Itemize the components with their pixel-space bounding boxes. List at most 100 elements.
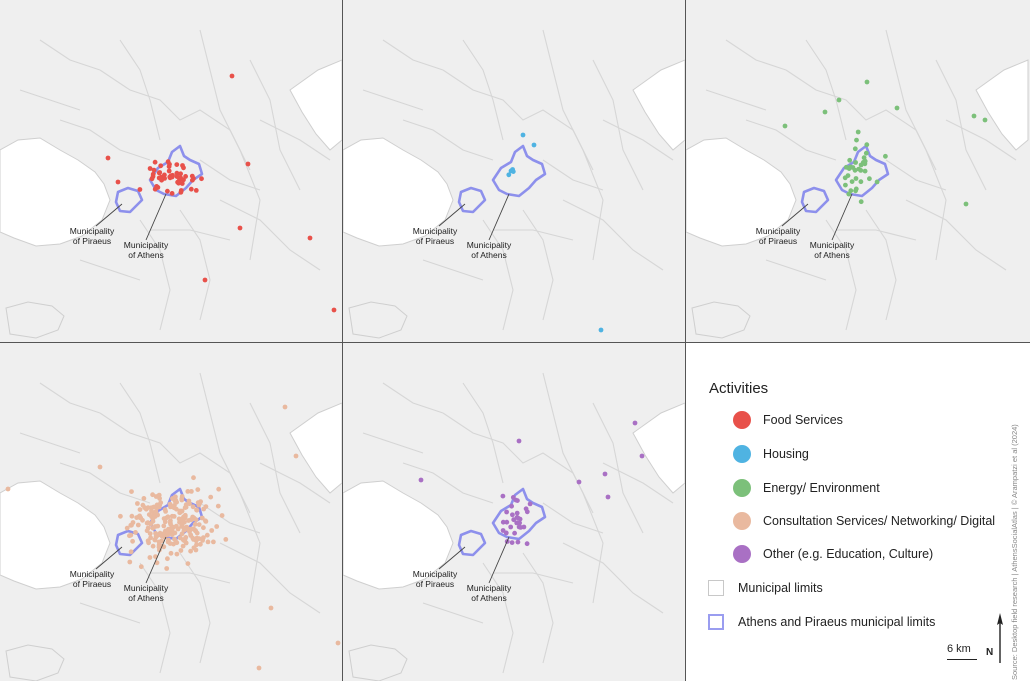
legend-label-other: Other (e.g. Education, Culture) [763, 547, 934, 561]
activity-point [188, 548, 194, 554]
eastern-sea [975, 59, 1029, 151]
activity-point [531, 142, 537, 148]
activity-point [129, 489, 134, 494]
legend-swatch-housing [733, 445, 751, 463]
activity-point [504, 509, 509, 515]
activity-point [576, 479, 582, 485]
activity-point [153, 509, 159, 514]
activity-point [154, 560, 160, 566]
activity-point [196, 536, 202, 541]
activity-point [129, 513, 135, 519]
activity-point [188, 517, 194, 523]
activity-point [149, 514, 154, 519]
activity-point [167, 501, 173, 507]
activity-point [144, 528, 150, 534]
activity-point [853, 186, 859, 192]
municipal-boundary [542, 372, 604, 604]
municipal-boundary [592, 402, 644, 534]
activity-point [515, 539, 521, 545]
activity-point [169, 513, 175, 519]
source-credit: Source: Desktop field research | AthensS… [1010, 424, 1019, 680]
activity-point [514, 510, 520, 516]
activity-point [194, 507, 199, 513]
athens-label-line2: of Athens [128, 250, 163, 260]
municipal-boundary [945, 119, 1017, 161]
activity-point [500, 493, 506, 499]
piraeus-municipal-limit [457, 186, 487, 214]
activity-point [151, 167, 157, 173]
municipal-boundary [482, 219, 514, 331]
piraeus-leader-line [781, 203, 809, 227]
saronic-sea [343, 480, 454, 590]
activity-point [141, 496, 147, 501]
athens-municipal-limit [491, 144, 547, 198]
activity-point [156, 539, 162, 545]
activity-point [168, 521, 174, 527]
municipal-boundary [562, 542, 664, 614]
municipal-boundary [139, 562, 171, 674]
activity-point [282, 404, 288, 410]
activity-point [268, 605, 274, 611]
piraeus-label-line1: Municipality [413, 569, 458, 579]
island [5, 644, 65, 681]
activity-point [191, 537, 196, 542]
athens-label-line1: Municipality [467, 583, 512, 593]
municipal-boundary [199, 29, 261, 261]
activity-point [153, 531, 159, 536]
activity-point [169, 174, 175, 180]
municipal-boundary [219, 542, 321, 614]
activity-point [168, 550, 174, 556]
municipal-boundary [79, 259, 141, 281]
activity-point [162, 172, 167, 178]
activity-point [864, 142, 870, 148]
athens-label-line1: Municipality [810, 240, 855, 250]
piraeus-leader-line [438, 203, 466, 227]
municipal-boundary [259, 119, 331, 161]
athens-label-line2: of Athens [471, 593, 506, 603]
activity-point [971, 113, 977, 119]
activity-point [511, 517, 517, 523]
municipal-boundary [522, 209, 554, 321]
piraeus-label-line2: of Piraeus [73, 236, 111, 246]
activity-point [189, 489, 194, 494]
activity-point [172, 496, 178, 502]
activity-point [165, 556, 170, 562]
activity-point [524, 509, 530, 515]
activity-point [97, 464, 103, 470]
activity-point [155, 523, 161, 529]
municipal-boundary [885, 29, 947, 261]
activity-point [174, 540, 180, 546]
activity-point [858, 199, 864, 205]
activity-point [510, 512, 515, 518]
activity-point [165, 539, 171, 545]
municipal-boundary [493, 572, 574, 584]
piraeus-label-line2: of Piraeus [759, 236, 797, 246]
activity-point [214, 524, 220, 529]
activity-point [849, 179, 855, 185]
activity-point [130, 520, 136, 525]
legend-item-municipal-limits: Municipal limits [708, 576, 823, 600]
scale-bar-label: 6 km [947, 643, 971, 655]
activity-point [157, 532, 163, 538]
activity-point [867, 176, 872, 182]
activity-point [223, 537, 229, 542]
municipal-boundary [422, 602, 484, 624]
municipal-boundary [805, 39, 847, 141]
municipal-boundary [542, 502, 604, 534]
activity-point [148, 535, 154, 541]
athens-label-line1: Municipality [124, 240, 169, 250]
activity-point [165, 514, 171, 520]
activity-point [195, 487, 201, 492]
activity-point [161, 523, 167, 529]
activity-point [185, 561, 191, 566]
municipal-boundary [705, 89, 767, 111]
activity-point [846, 191, 852, 197]
activity-point [527, 501, 533, 507]
municipal-boundary [422, 259, 484, 281]
activity-point [203, 518, 208, 524]
activity-point [192, 521, 198, 527]
activity-point [172, 536, 177, 542]
municipal-boundary [199, 372, 261, 604]
